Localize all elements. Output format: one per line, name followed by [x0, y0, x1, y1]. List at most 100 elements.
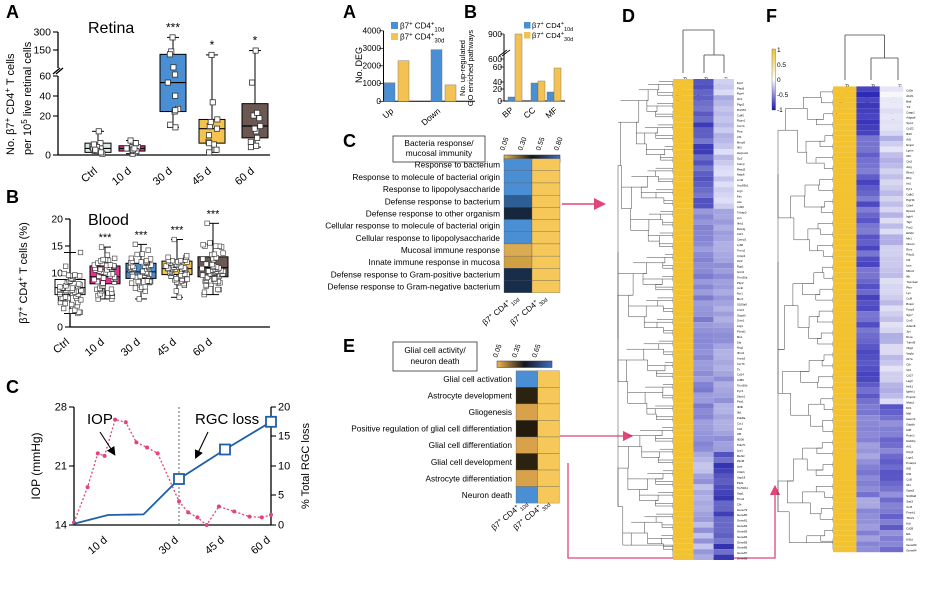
- svg-text:Camp: Camp: [737, 162, 745, 166]
- svg-text:Glial cell development: Glial cell development: [431, 457, 513, 467]
- svg-text:Bmp2: Bmp2: [906, 302, 914, 306]
- svg-text:4000: 4000: [363, 26, 382, 36]
- svg-text:Innate immune response in muco: Innate immune response in mucosa: [369, 257, 501, 267]
- svg-text:Pdcd1: Pdcd1: [906, 253, 915, 257]
- svg-text:Pyr1: Pyr1: [906, 187, 912, 191]
- svg-text:Blood: Blood: [88, 212, 129, 229]
- svg-text:Glial cell activity/: Glial cell activity/: [404, 345, 466, 355]
- svg-text:Lyn: Lyn: [906, 291, 911, 295]
- svg-text:Trim30b: Trim30b: [737, 384, 748, 388]
- svg-text:Spp1: Spp1: [906, 121, 913, 125]
- svg-text:Elb: Elb: [906, 532, 911, 536]
- svg-text:Zfp36: Zfp36: [737, 459, 745, 463]
- svg-text:Klf4: Klf4: [906, 472, 911, 476]
- svg-text:S100a6: S100a6: [906, 494, 916, 498]
- svg-text:Pkp2: Pkp2: [737, 281, 744, 285]
- svg-text:Maf: Maf: [906, 412, 911, 416]
- svg-text:Prdm1: Prdm1: [906, 434, 915, 438]
- svg-text:Trim2: Trim2: [737, 497, 745, 501]
- svg-text:Tnf: Tnf: [906, 105, 910, 109]
- svg-text:Grin3: Grin3: [737, 270, 744, 274]
- svg-text:Csf1: Csf1: [737, 232, 743, 236]
- svg-text:Ccl22: Ccl22: [906, 127, 914, 131]
- svg-text:0.5: 0.5: [777, 62, 786, 69]
- svg-text:No. DEG: No. DEG: [354, 47, 364, 83]
- svg-text:Caap1: Caap1: [906, 110, 915, 114]
- svg-text:S100a9: S100a9: [737, 302, 747, 306]
- svg-text:Mx1: Mx1: [737, 335, 743, 339]
- svg-text:Gene86: Gene86: [737, 546, 748, 550]
- svg-text:Dab2ip: Dab2ip: [906, 439, 916, 443]
- svg-text:Itd1: Itd1: [906, 368, 911, 372]
- svg-text:14: 14: [55, 520, 67, 532]
- svg-text:C: C: [343, 131, 356, 151]
- svg-text:Ccr6: Ccr6: [906, 505, 912, 509]
- svg-text:300: 300: [33, 27, 51, 39]
- svg-text:F: F: [766, 6, 777, 26]
- svg-text:Msr1: Msr1: [737, 297, 744, 301]
- svg-text:Il6r: Il6r: [906, 275, 910, 279]
- svg-text:Rorc: Rorc: [906, 247, 913, 251]
- svg-text:Gene88: Gene88: [737, 556, 748, 560]
- svg-text:2000: 2000: [363, 61, 382, 71]
- svg-text:Retina: Retina: [88, 20, 134, 37]
- svg-text:Abcf1: Abcf1: [906, 94, 914, 98]
- svg-text:per 105 live retinal cells: per 105 live retinal cells: [20, 41, 35, 155]
- svg-text:Crtc3: Crtc3: [737, 308, 744, 312]
- svg-text:Rsad2: Rsad2: [737, 167, 746, 171]
- svg-text:Gp2: Gp2: [737, 157, 743, 161]
- svg-text:Glial cell activation: Glial cell activation: [443, 374, 512, 384]
- svg-text:Defense response to other orga: Defense response to other organism: [366, 208, 500, 218]
- svg-text:Gene84: Gene84: [906, 549, 917, 553]
- svg-text:Rnf157: Rnf157: [737, 108, 747, 112]
- svg-text:Cd14: Cd14: [737, 373, 744, 377]
- svg-text:Rcan1: Rcan1: [737, 119, 746, 123]
- svg-text:Rgs1: Rgs1: [737, 265, 744, 269]
- svg-text:Klf2: Klf2: [906, 466, 911, 470]
- svg-text:Arg1: Arg1: [737, 324, 743, 328]
- svg-text:Gene85: Gene85: [737, 540, 748, 544]
- svg-text:Gene83: Gene83: [906, 543, 917, 547]
- svg-text:Fpr1: Fpr1: [737, 292, 743, 296]
- svg-text:Pyz1: Pyz1: [737, 389, 744, 393]
- svg-text:3000: 3000: [363, 43, 382, 53]
- svg-text:neuron death: neuron death: [411, 356, 460, 366]
- svg-text:Fpr2: Fpr2: [737, 81, 743, 85]
- svg-text:C3ar1: C3ar1: [737, 470, 745, 474]
- svg-text:Xcl1: Xcl1: [737, 427, 743, 431]
- svg-text:Gene84: Gene84: [737, 535, 748, 539]
- svg-text:Il10: Il10: [906, 154, 911, 158]
- svg-text:0: 0: [45, 150, 51, 162]
- svg-text:Gene87: Gene87: [737, 551, 748, 555]
- svg-text:A: A: [6, 2, 19, 22]
- svg-text:Trem2: Trem2: [737, 248, 746, 252]
- svg-text:Cd80: Cd80: [737, 378, 744, 382]
- svg-text:28: 28: [55, 402, 67, 414]
- svg-text:Camp2: Camp2: [737, 238, 747, 242]
- svg-text:Pde7b: Pde7b: [737, 443, 746, 447]
- svg-text:Sla: Sla: [737, 340, 742, 344]
- svg-text:Ccl5: Ccl5: [906, 477, 912, 481]
- svg-text:Gene79: Gene79: [737, 508, 748, 512]
- svg-text:0: 0: [57, 322, 63, 334]
- svg-text:Kdr: Kdr: [906, 521, 911, 525]
- svg-text:D: D: [622, 6, 635, 26]
- svg-text:Adgrg6: Adgrg6: [906, 116, 916, 120]
- svg-text:Adam8: Adam8: [906, 324, 916, 328]
- svg-text:Bacteria response/: Bacteria response/: [404, 138, 474, 148]
- svg-text:Defense response to Gram-posit: Defense response to Gram-positive bacter…: [331, 269, 500, 279]
- svg-text:Il21: Il21: [906, 483, 911, 487]
- svg-text:Nrg1: Nrg1: [737, 346, 744, 350]
- svg-text:% Total RGC loss: % Total RGC loss: [300, 423, 312, 509]
- svg-text:Pkm: Pkm: [906, 286, 912, 290]
- svg-text:Saa1: Saa1: [737, 492, 744, 496]
- svg-text:***: ***: [171, 225, 185, 237]
- svg-text:Gene82: Gene82: [737, 524, 748, 528]
- svg-text:Gene83: Gene83: [737, 529, 748, 533]
- svg-text:Itd8: Itd8: [906, 428, 911, 432]
- svg-text:Ifitm3: Ifitm3: [737, 351, 744, 355]
- svg-text:RGC loss: RGC loss: [195, 411, 259, 428]
- svg-text:Kif1d: Kif1d: [906, 538, 913, 542]
- svg-text:Olig2: Olig2: [906, 346, 913, 350]
- svg-text:Ethd2: Ethd2: [906, 231, 914, 235]
